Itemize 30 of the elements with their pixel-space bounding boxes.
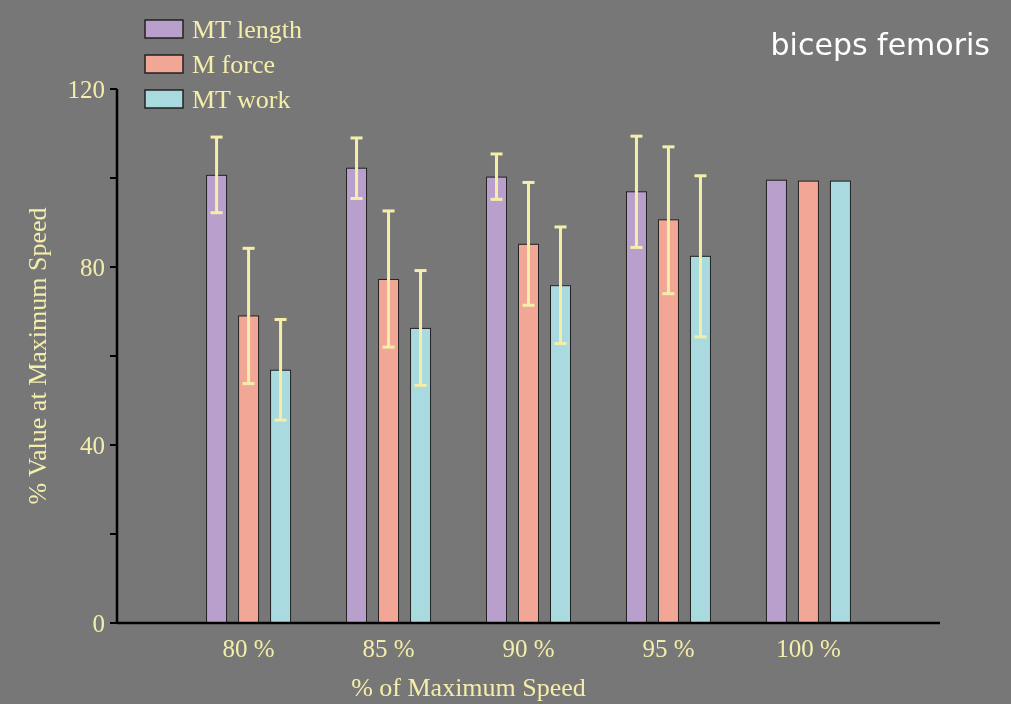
bar bbox=[657, 219, 679, 624]
x-tick-label: 85 % bbox=[362, 635, 415, 662]
x-tick-label: 80 % bbox=[222, 635, 275, 662]
bar bbox=[765, 179, 787, 624]
bar bbox=[410, 327, 432, 624]
text: biceps femoris bbox=[770, 27, 990, 62]
bar bbox=[550, 285, 571, 624]
bar bbox=[689, 255, 711, 624]
bar bbox=[829, 180, 851, 624]
bar bbox=[625, 191, 647, 624]
bar bbox=[486, 176, 507, 624]
bar bbox=[238, 315, 260, 624]
x-tick-label: 100 % bbox=[776, 635, 841, 662]
legend-label: MT length bbox=[192, 15, 303, 45]
bar bbox=[797, 180, 819, 624]
legend-label: M force bbox=[192, 50, 276, 80]
y-tick-label: 80 bbox=[80, 253, 105, 281]
x-tick-label: 95 % bbox=[642, 635, 695, 662]
x-axis-title: % of Maximum Speed bbox=[351, 673, 586, 702]
y-tick-label: 0 bbox=[92, 609, 105, 637]
legend-label: MT work bbox=[192, 85, 291, 115]
bar bbox=[270, 369, 292, 624]
bar bbox=[378, 278, 400, 624]
y-tick-label: 120 bbox=[67, 75, 105, 103]
x-tick-label: 90 % bbox=[502, 635, 555, 662]
y-tick-label: 40 bbox=[80, 431, 105, 459]
bar bbox=[518, 243, 539, 624]
y-axis-title: % Value at Maximum Speed bbox=[23, 207, 52, 505]
bar bbox=[346, 167, 368, 624]
bar bbox=[206, 174, 228, 624]
